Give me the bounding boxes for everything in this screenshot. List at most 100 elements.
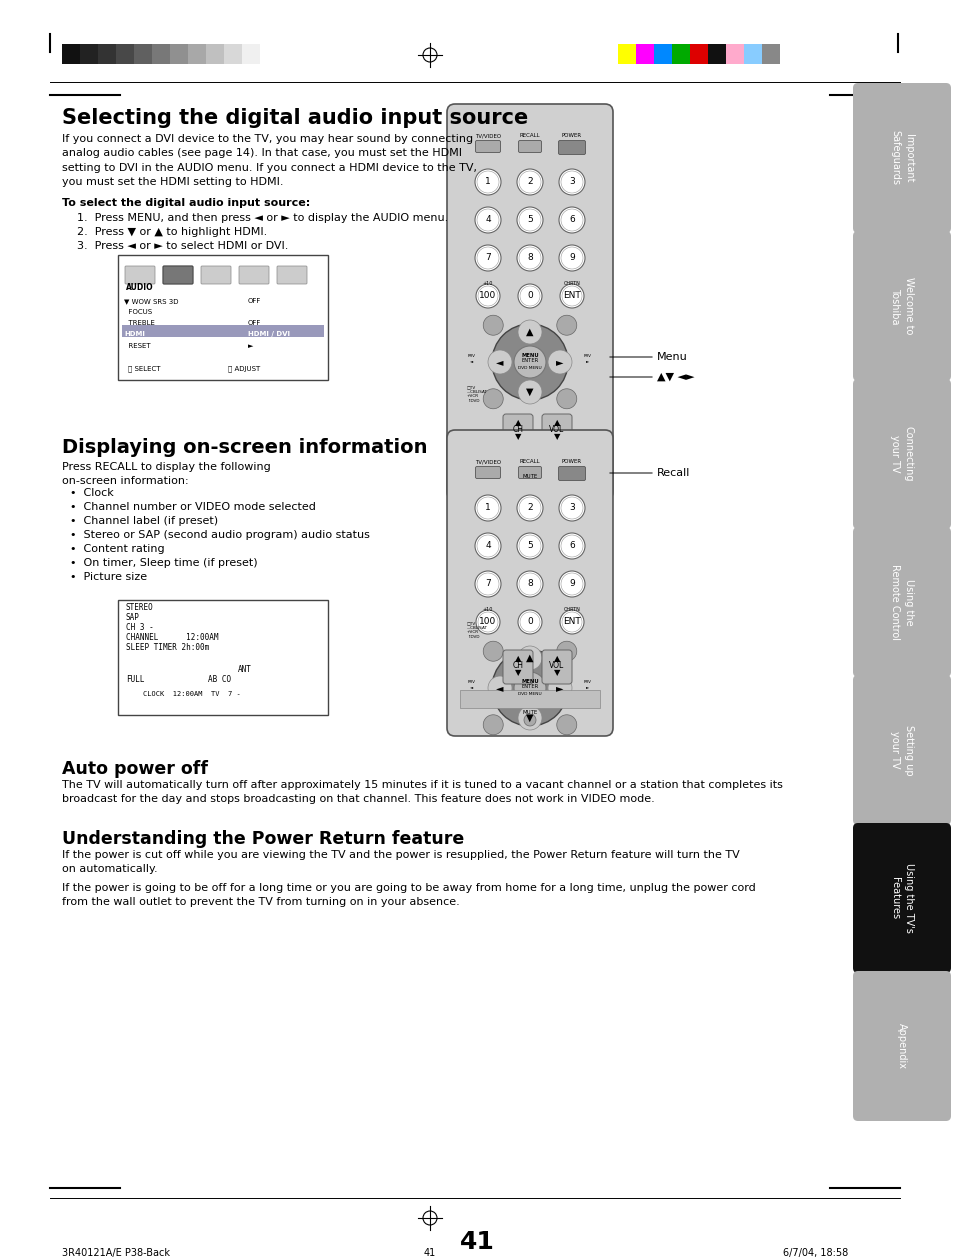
Bar [260, 44, 277, 64]
FancyBboxPatch shape [852, 379, 950, 529]
Text: ◄: ◄ [496, 683, 503, 693]
Text: ▲: ▲ [553, 418, 559, 427]
Text: •  On timer, Sleep time (if preset): • On timer, Sleep time (if preset) [70, 558, 257, 568]
FancyBboxPatch shape [558, 466, 585, 480]
Text: MENU: MENU [520, 679, 538, 684]
Text: 0: 0 [527, 617, 533, 626]
Circle shape [476, 284, 499, 307]
Text: 6: 6 [569, 542, 575, 551]
Bar [122, 325, 324, 336]
Text: CHANNEL      12:00AM: CHANNEL 12:00AM [126, 633, 218, 643]
Text: ▲: ▲ [553, 654, 559, 663]
Bar [636, 44, 654, 64]
Bar [618, 44, 636, 64]
Circle shape [517, 207, 542, 233]
Text: ENT: ENT [562, 291, 580, 300]
Circle shape [547, 677, 572, 701]
Text: ENTER: ENTER [521, 358, 538, 363]
Bar [725, 44, 743, 64]
FancyBboxPatch shape [518, 141, 541, 152]
Text: +10: +10 [482, 607, 493, 612]
Circle shape [514, 346, 545, 378]
FancyBboxPatch shape [502, 650, 533, 684]
Bar [118, 255, 328, 381]
Bar [152, 44, 170, 64]
Text: 1: 1 [485, 178, 491, 186]
Text: CH: CH [512, 662, 523, 670]
Text: RECALL: RECALL [519, 134, 539, 139]
Text: ►: ► [556, 357, 563, 367]
Text: If the power is going to be off for a long time or you are going to be away from: If the power is going to be off for a lo… [62, 883, 755, 907]
Circle shape [560, 536, 582, 557]
Circle shape [477, 612, 497, 633]
Text: 1: 1 [485, 504, 491, 513]
Text: Connecting
your TV: Connecting your TV [889, 426, 913, 481]
Circle shape [483, 641, 502, 662]
Circle shape [523, 714, 536, 726]
Circle shape [518, 496, 540, 519]
Text: 7: 7 [485, 253, 491, 262]
Circle shape [492, 650, 567, 726]
FancyBboxPatch shape [475, 466, 500, 479]
Bar [761, 44, 780, 64]
Circle shape [560, 171, 582, 193]
FancyBboxPatch shape [201, 266, 231, 284]
Text: To select the digital audio input source:: To select the digital audio input source… [62, 198, 310, 208]
Circle shape [517, 610, 541, 634]
Circle shape [483, 315, 502, 335]
Text: •  Stereo or SAP (second audio program) audio status: • Stereo or SAP (second audio program) a… [70, 530, 370, 541]
Text: HDMI / DVI: HDMI / DVI [248, 331, 290, 336]
Circle shape [517, 169, 542, 195]
Circle shape [558, 244, 584, 271]
Circle shape [561, 612, 581, 633]
Circle shape [514, 672, 545, 704]
Text: PRV
►: PRV ► [583, 680, 592, 689]
Text: ▼: ▼ [515, 432, 520, 441]
Text: The TV will automatically turn off after approximately 15 minutes if it is tuned: The TV will automatically turn off after… [62, 780, 782, 804]
Text: ▼: ▼ [553, 668, 559, 677]
Bar [671, 44, 689, 64]
Text: Displaying on-screen information: Displaying on-screen information [62, 438, 427, 457]
Circle shape [517, 320, 541, 344]
Text: Understanding the Power Return feature: Understanding the Power Return feature [62, 830, 464, 848]
Text: Recall: Recall [657, 467, 690, 478]
Circle shape [557, 714, 577, 735]
Circle shape [559, 284, 583, 307]
Bar [80, 44, 98, 64]
Bar [116, 44, 133, 64]
Text: 8: 8 [527, 253, 533, 262]
Circle shape [483, 389, 502, 408]
Text: Menu: Menu [657, 352, 687, 362]
FancyBboxPatch shape [163, 266, 193, 284]
FancyBboxPatch shape [239, 266, 269, 284]
Text: 5: 5 [527, 215, 533, 224]
Bar [224, 44, 242, 64]
Text: •  Channel number or VIDEO mode selected: • Channel number or VIDEO mode selected [70, 501, 315, 512]
Text: STEREO: STEREO [126, 604, 153, 612]
Circle shape [483, 714, 502, 735]
Circle shape [488, 350, 512, 374]
FancyBboxPatch shape [163, 266, 193, 284]
Bar [654, 44, 671, 64]
Text: 3: 3 [569, 504, 575, 513]
Text: ▲: ▲ [515, 654, 520, 663]
FancyBboxPatch shape [502, 415, 533, 449]
Bar [170, 44, 188, 64]
Circle shape [517, 571, 542, 597]
Text: 41: 41 [459, 1230, 494, 1254]
Text: ▲: ▲ [526, 328, 533, 336]
Text: RECALL: RECALL [519, 459, 539, 464]
Text: 4: 4 [485, 542, 490, 551]
Text: 6: 6 [569, 215, 575, 224]
Circle shape [547, 350, 572, 374]
Circle shape [492, 324, 567, 399]
Text: ►: ► [556, 683, 563, 693]
Text: 100: 100 [478, 617, 497, 626]
Text: 2.  Press ▼ or ▲ to highlight HDMI.: 2. Press ▼ or ▲ to highlight HDMI. [77, 227, 267, 237]
Text: ▼ WOW SRS 3D: ▼ WOW SRS 3D [124, 299, 178, 304]
Circle shape [476, 610, 499, 634]
Circle shape [476, 536, 498, 557]
Text: Press RECALL to display the following
on-screen information:: Press RECALL to display the following on… [62, 462, 271, 486]
Text: Welcome to
Toshiba: Welcome to Toshiba [889, 277, 913, 335]
Circle shape [476, 171, 498, 193]
